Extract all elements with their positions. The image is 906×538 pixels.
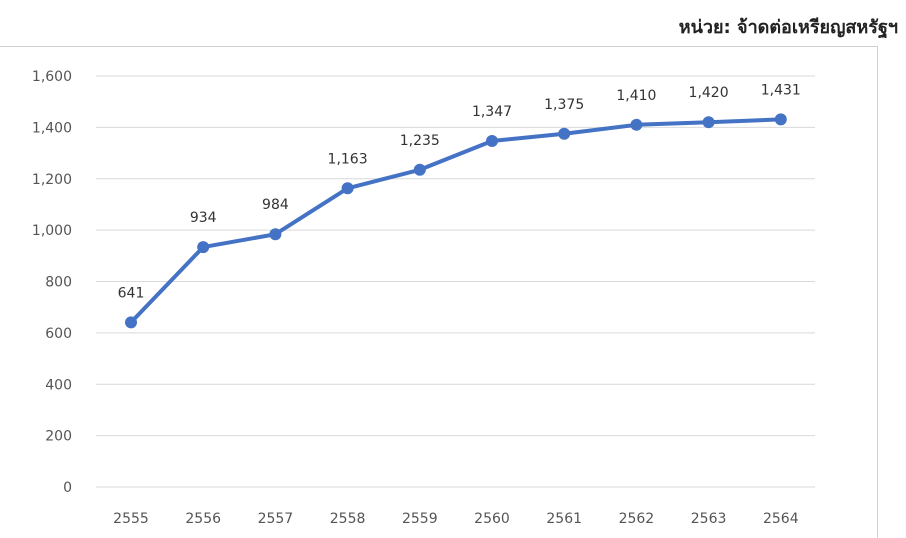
y-tick-label: 1,000 <box>32 223 72 239</box>
data-point <box>558 127 571 140</box>
x-tick-label: 2560 <box>474 511 510 527</box>
x-tick-label: 2562 <box>619 511 655 527</box>
data-point <box>774 113 787 126</box>
x-tick-label: 2557 <box>258 511 294 527</box>
y-tick-label: 600 <box>45 326 72 342</box>
data-point <box>486 134 498 147</box>
series-line <box>129 117 783 325</box>
data-label: 1,375 <box>544 97 584 113</box>
data-label: 1,347 <box>472 104 512 120</box>
x-tick-label: 2559 <box>402 511 438 527</box>
y-tick-label: 200 <box>45 429 72 445</box>
data-label: 1,431 <box>761 82 801 98</box>
data-point <box>702 116 715 129</box>
data-label: 1,420 <box>689 85 729 101</box>
y-tick-label: 0 <box>63 480 72 496</box>
x-tick-label: 2556 <box>185 511 221 527</box>
x-tick-label: 2558 <box>330 511 366 527</box>
data-label: 984 <box>262 197 289 213</box>
data-label: 934 <box>190 210 217 226</box>
y-tick-label: 1,600 <box>32 69 72 85</box>
data-point <box>197 241 210 254</box>
x-tick-label: 2561 <box>546 511 582 527</box>
data-point <box>269 228 282 241</box>
unit-label: หน่วย: จ้าดต่อเหรียญสหรัฐฯ <box>678 17 898 38</box>
y-tick-label: 400 <box>45 377 72 393</box>
x-tick-label: 2563 <box>691 511 727 527</box>
data-label: 1,163 <box>328 151 368 167</box>
x-tick-label: 2564 <box>763 511 799 527</box>
x-tick-label: 2555 <box>113 511 149 527</box>
y-tick-label: 1,200 <box>32 172 72 188</box>
data-label: 1,410 <box>616 88 656 104</box>
data-label: 1,235 <box>400 133 440 149</box>
data-point <box>630 118 643 131</box>
y-tick-label: 1,400 <box>32 120 72 136</box>
data-point <box>341 182 354 195</box>
data-point <box>413 163 426 176</box>
data-label: 641 <box>118 285 145 301</box>
y-tick-label: 800 <box>45 275 72 291</box>
chart-frame <box>0 46 878 538</box>
data-point <box>125 316 137 329</box>
